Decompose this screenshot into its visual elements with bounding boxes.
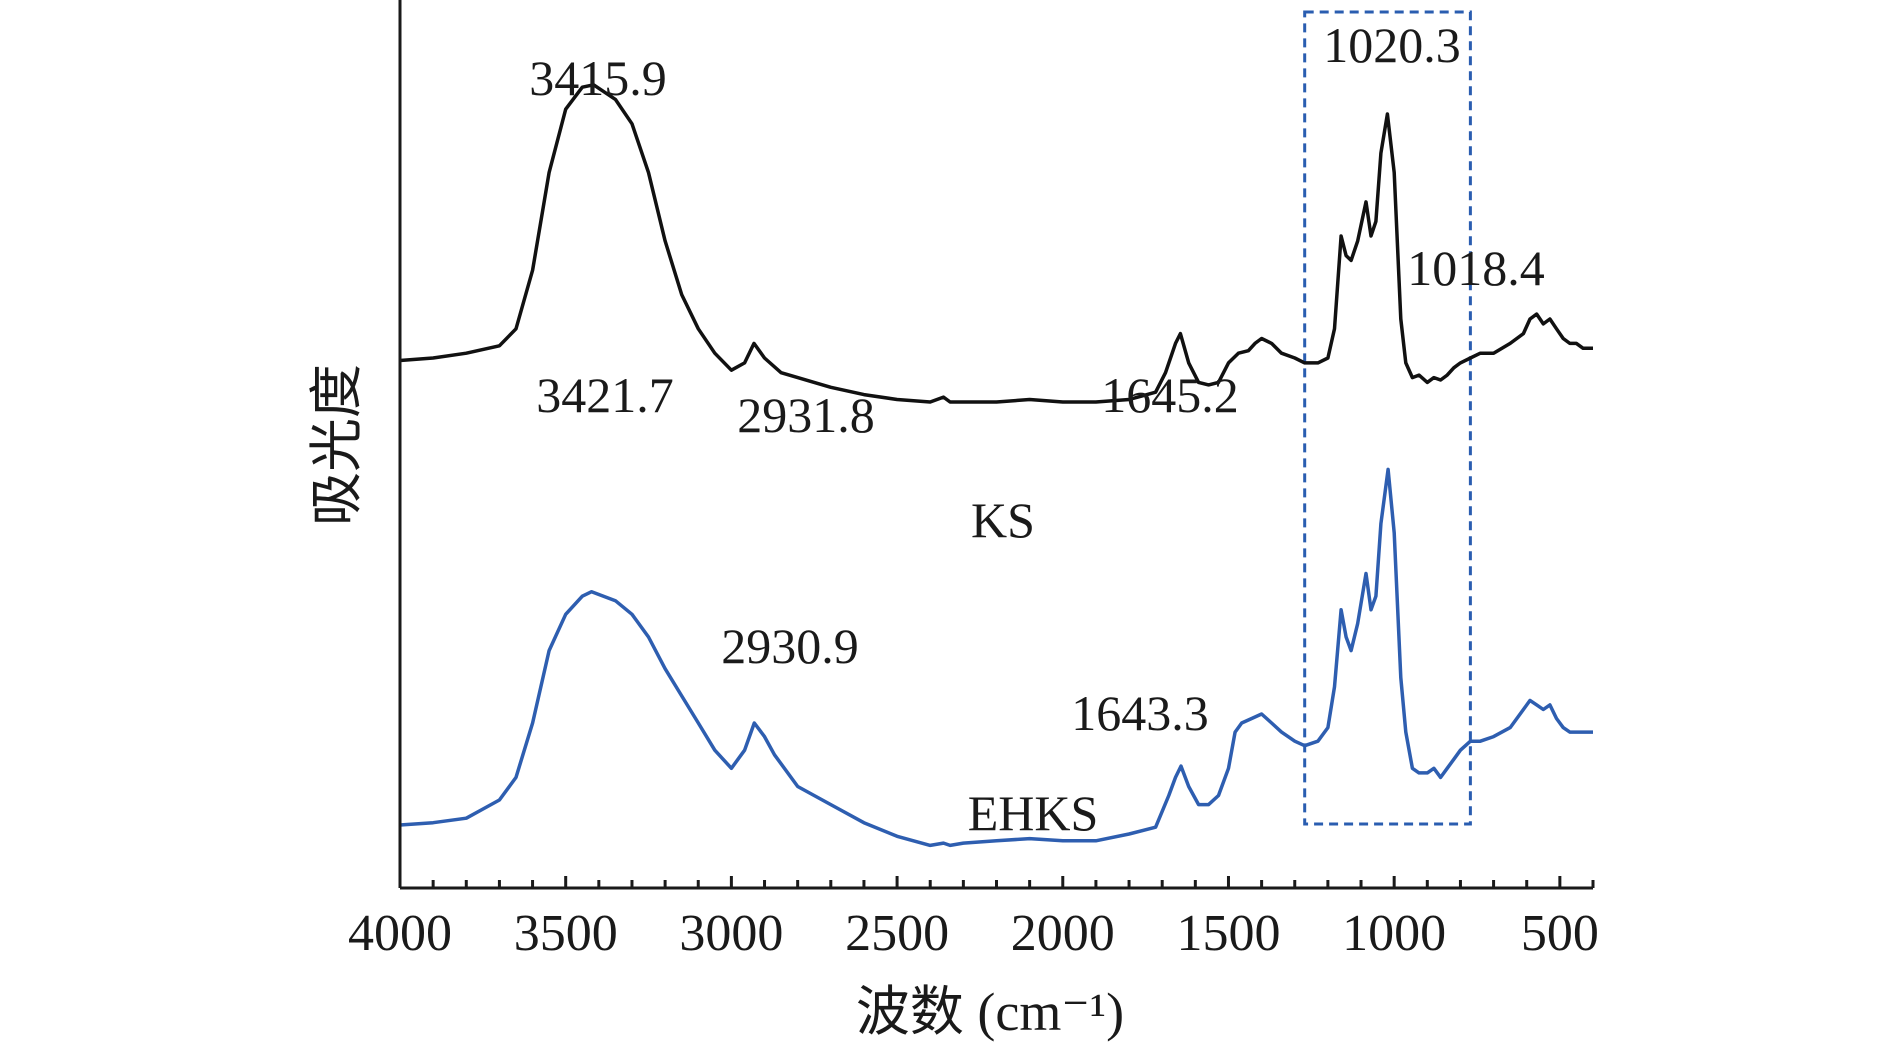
peak-label-1018-4: 1018.4	[1407, 240, 1545, 296]
series-label-ehks: EHKS	[968, 785, 1099, 841]
x-tick-label: 3500	[514, 905, 618, 962]
peak-label-1020-3: 1020.3	[1323, 17, 1461, 73]
series-label-ks: KS	[971, 492, 1035, 548]
highlight-box	[1303, 10, 1472, 826]
series-line-ks	[399, 83, 1593, 404]
peak-label-1645-2: 1645.2	[1101, 367, 1239, 423]
peak-label-2930-9: 2930.9	[721, 618, 859, 674]
x-tick-labels: 4000 3500 3000 2500 2000 1500 1000 500	[348, 905, 1599, 962]
peak-label-3415-9: 3415.9	[529, 50, 667, 106]
peak-label-2931-8: 2931.8	[737, 387, 875, 443]
y-axis-title: 吸光度	[307, 364, 367, 526]
x-tick-label: 500	[1521, 905, 1599, 962]
x-tick-label: 1500	[1176, 905, 1280, 962]
x-ticks	[431, 876, 1595, 888]
x-tick-label: 2000	[1011, 905, 1115, 962]
x-tick-label: 3000	[679, 905, 783, 962]
x-tick-label: 1000	[1342, 905, 1446, 962]
peak-label-3421-7: 3421.7	[536, 367, 674, 423]
x-axis-title: 波数 (cm⁻¹)	[856, 982, 1124, 1042]
series-line-ehks	[399, 467, 1593, 848]
x-tick-label: 4000	[348, 905, 452, 962]
peak-label-1643-3: 1643.3	[1071, 685, 1209, 741]
x-tick-label: 2500	[845, 905, 949, 962]
